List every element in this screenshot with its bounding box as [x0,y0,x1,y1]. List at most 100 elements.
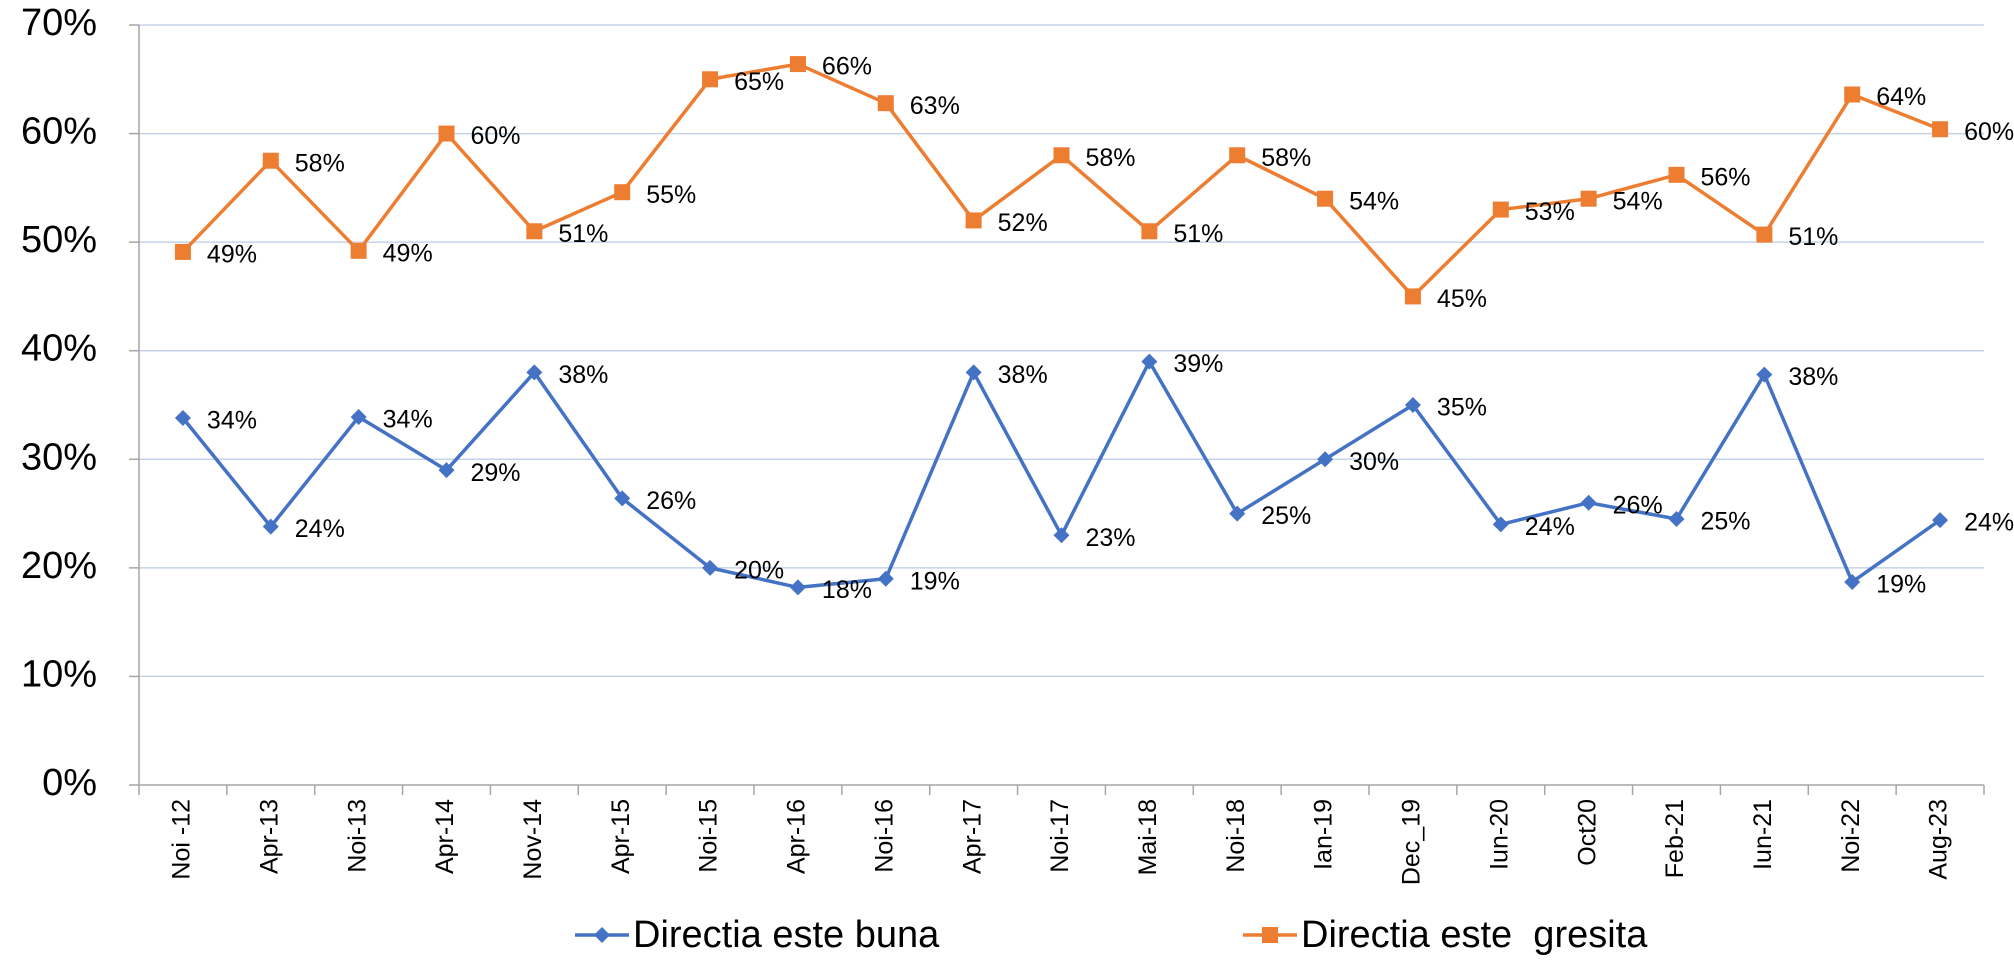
data-label: 19% [1876,571,1926,599]
data-label: 54% [1349,187,1399,215]
marker [1668,511,1685,527]
data-label: 49% [383,239,433,267]
data-label: 53% [1525,198,1575,226]
x-tick-label: Dec_19 [1398,799,1426,885]
marker [1262,927,1278,943]
marker [1932,121,1949,138]
marker [1580,190,1597,207]
marker [1053,527,1070,544]
marker [438,125,455,142]
marker [1844,573,1861,590]
data-label: 24% [1525,513,1575,541]
x-tick-label: Nov-14 [519,799,547,880]
marker [1492,201,1509,218]
data-label: 25% [1701,508,1751,536]
data-label: 56% [1701,163,1751,191]
y-tick-label: 30% [21,436,97,478]
marker [702,559,719,576]
data-label: 35% [1437,394,1487,422]
legend-item: Directia este buna [575,914,940,956]
x-tick-label: Noi-18 [1222,799,1250,873]
x-tick-label: Noi -12 [168,799,196,880]
x-tick-label: Apr-17 [958,799,986,874]
marker [965,364,982,381]
data-label: 60% [471,122,521,150]
data-label: 64% [1876,83,1926,111]
marker [174,243,191,260]
data-label: 19% [910,567,960,595]
y-tick-label: 70% [21,2,97,44]
marker [1317,190,1334,207]
marker [877,570,894,587]
marker [350,408,367,425]
x-tick-label: Aug-23 [1925,799,1953,880]
marker [1844,86,1861,103]
x-tick-label: Noi-22 [1837,799,1865,873]
marker [1317,451,1334,468]
x-tick-label: Apr-14 [431,799,459,874]
data-label: 24% [1964,509,2014,537]
x-tick-label: Mai-18 [1134,799,1162,875]
x-tick-label: Noi-17 [1046,799,1074,873]
data-label: 20% [734,556,784,584]
data-label: 34% [383,406,433,434]
marker [1229,505,1246,522]
data-label: 63% [910,92,960,120]
x-tick-label: Apr-16 [783,799,811,874]
x-tick-label: Iun-21 [1749,799,1777,870]
data-label: 29% [471,459,521,487]
data-label: 45% [1437,285,1487,313]
data-label: 65% [734,68,784,96]
data-label: 55% [646,181,696,209]
data-label: 24% [295,515,345,543]
data-label: 26% [646,487,696,515]
data-label: 54% [1613,187,1663,215]
data-label: 23% [1086,524,1136,552]
y-tick-label: 50% [21,219,97,261]
y-tick-label: 60% [21,111,97,153]
data-label: 60% [1964,118,2014,146]
marker [174,410,191,427]
marker [1141,353,1158,370]
marker [1053,147,1070,164]
data-label: 51% [558,220,608,248]
legend-label: Directia este gresita [1301,914,1648,956]
data-label: 58% [295,149,345,177]
y-tick-label: 40% [21,328,97,370]
data-label: 34% [207,407,257,435]
marker [1492,516,1509,533]
data-label: 51% [1173,220,1223,248]
data-label: 52% [998,209,1048,237]
marker [1580,494,1597,511]
marker [1756,366,1773,383]
marker [1404,288,1421,305]
marker [526,364,543,381]
data-label: 25% [1261,502,1311,530]
data-label: 39% [1173,350,1223,378]
marker [1756,226,1773,243]
data-label: 18% [822,576,872,604]
data-label: 30% [1349,448,1399,476]
x-tick-label: Apr-13 [255,799,283,874]
marker [789,56,806,73]
marker [614,184,631,201]
y-tick-label: 0% [42,762,97,804]
legend-item: Directia este gresita [1243,914,1648,956]
marker [1141,223,1158,240]
marker [1668,166,1685,183]
data-label: 58% [1261,144,1311,172]
x-tick-label: Noi-15 [695,799,723,873]
marker [594,927,610,943]
y-tick-label: 10% [21,653,97,695]
data-label: 38% [558,361,608,389]
data-label: 51% [1788,223,1838,251]
data-label: 58% [1086,144,1136,172]
x-tick-label: Oct20 [1573,799,1601,866]
marker [526,223,543,240]
data-label: 26% [1613,491,1663,519]
data-label: 66% [822,53,872,81]
marker [262,518,279,535]
data-label: 49% [207,241,257,269]
x-tick-label: Ian-19 [1310,799,1338,870]
